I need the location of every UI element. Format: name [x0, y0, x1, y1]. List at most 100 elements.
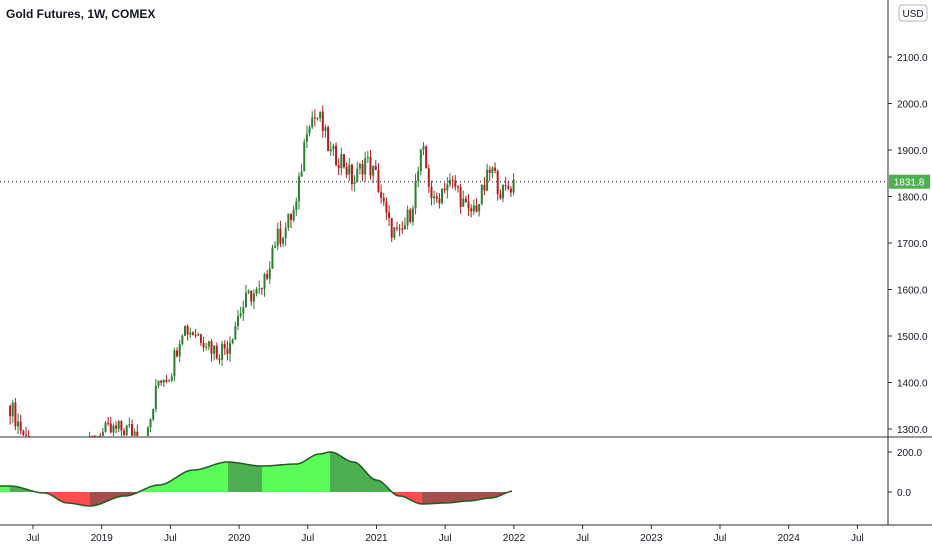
candle-body — [509, 188, 512, 193]
oscillator-area-segment — [408, 492, 410, 500]
candle-body — [467, 202, 470, 209]
candle-body — [17, 421, 20, 427]
time-axis[interactable]: Jul 2019 Jul 2020 Jul 2021 Jul 2022 Jul 2023 Jul 20… — [27, 525, 864, 544]
price-tick-label: 1400.0 — [897, 379, 928, 390]
candle-body — [380, 192, 383, 198]
oscillator-area-segment — [10, 486, 12, 492]
candle-body — [504, 185, 507, 187]
oscillator-area-segment — [296, 463, 298, 492]
oscillator-area-segment — [176, 476, 178, 492]
candle-body — [441, 188, 444, 204]
oscillator-area-segment — [472, 492, 474, 501]
oscillator-area-segment — [474, 492, 476, 501]
currency-button[interactable] — [898, 4, 928, 22]
price-tick-label: 2100.0 — [897, 53, 928, 64]
oscillator-area-segment — [76, 492, 78, 505]
candle-body — [433, 196, 436, 199]
oscillator-area-segment — [338, 454, 340, 492]
price-tick-label: 2000.0 — [897, 100, 928, 111]
price-tick-label: 1900.0 — [897, 146, 928, 157]
candle-body — [427, 168, 430, 187]
oscillator-area-segment — [314, 454, 316, 492]
candle-body — [136, 431, 139, 436]
oscillator-area-segment — [354, 462, 356, 492]
oscillator-area-segment — [12, 486, 14, 492]
oscillator-area-segment — [362, 467, 364, 492]
oscillator-area-segment — [432, 492, 434, 504]
oscillator-area-segment — [212, 464, 214, 492]
candle-body — [173, 350, 176, 377]
oscillator-area-segment — [460, 492, 462, 502]
candle-body — [456, 186, 459, 188]
candle-body — [226, 348, 229, 355]
price-tick-label: 1700.0 — [897, 239, 928, 250]
candle-body — [117, 421, 120, 429]
candle-body — [403, 225, 406, 230]
oscillator-area-segment — [204, 467, 206, 492]
candle-body — [335, 145, 338, 166]
oscillator-area-segment — [14, 486, 16, 492]
oscillator-area-segment — [366, 472, 368, 492]
oscillator-area-segment — [104, 492, 106, 503]
candle-body — [263, 274, 266, 289]
oscillator-axis[interactable]: 200.0 0.0 — [888, 448, 922, 499]
oscillator-series — [0, 451, 513, 507]
oscillator-area-segment — [302, 461, 304, 492]
oscillator-line — [0, 451, 513, 507]
candle-body — [186, 325, 189, 335]
candle-body — [462, 198, 465, 207]
candle-body — [340, 154, 343, 169]
oscillator-area-segment — [282, 464, 284, 492]
candle-body — [409, 209, 412, 223]
time-tick-label: 2024 — [778, 533, 801, 544]
oscillator-area-segment — [102, 492, 104, 504]
candle-body — [430, 186, 433, 199]
oscillator-area-segment — [422, 492, 424, 504]
oscillator-area-segment — [154, 485, 156, 492]
candle-body — [154, 385, 157, 410]
oscillator-area-segment — [260, 465, 262, 492]
candle-body — [350, 164, 353, 185]
oscillator-tick-label: 200.0 — [897, 448, 922, 459]
oscillator-area-segment — [180, 473, 182, 492]
candle-body — [221, 343, 224, 360]
price-tick-label: 1300.0 — [897, 425, 928, 436]
candle-body — [316, 118, 319, 120]
oscillator-area-segment — [268, 465, 270, 492]
oscillator-area-segment — [402, 492, 404, 497]
symbol-title[interactable]: Gold Futures, 1W, COMEX — [6, 7, 155, 21]
candle-body — [348, 164, 351, 175]
candle-body — [239, 313, 242, 317]
oscillator-area-segment — [184, 471, 186, 492]
oscillator-area-segment — [226, 462, 228, 492]
candle-body — [276, 228, 279, 246]
candle-body — [449, 179, 451, 185]
candle-body — [133, 431, 136, 436]
oscillator-area-segment — [270, 465, 272, 492]
price-axis[interactable]: 1300.0 1400.0 1500.0 1600.0 1700.0 1800.0 1900… — [888, 53, 928, 436]
oscillator-area-segment — [106, 492, 108, 502]
candle-body — [218, 358, 221, 360]
oscillator-area-segment — [238, 462, 240, 492]
oscillator-area-segment — [72, 492, 74, 504]
oscillator-area-segment — [486, 492, 488, 499]
oscillator-area-segment — [440, 492, 442, 504]
candle-body — [112, 425, 115, 433]
oscillator-area-segment — [86, 492, 88, 506]
oscillator-area-segment — [494, 492, 496, 498]
candle-body — [91, 436, 94, 437]
candle-body — [115, 425, 118, 429]
oscillator-area-segment — [228, 462, 230, 492]
candle-body — [417, 171, 420, 182]
oscillator-area-segment — [214, 464, 216, 492]
oscillator-area-segment — [224, 462, 226, 492]
oscillator-area-segment — [378, 480, 380, 492]
candle-body — [176, 350, 179, 357]
candle-body — [19, 421, 22, 431]
candle-body — [303, 141, 306, 172]
candle-body — [414, 181, 417, 209]
oscillator-area-segment — [114, 492, 116, 499]
oscillator-area-segment — [4, 486, 6, 492]
